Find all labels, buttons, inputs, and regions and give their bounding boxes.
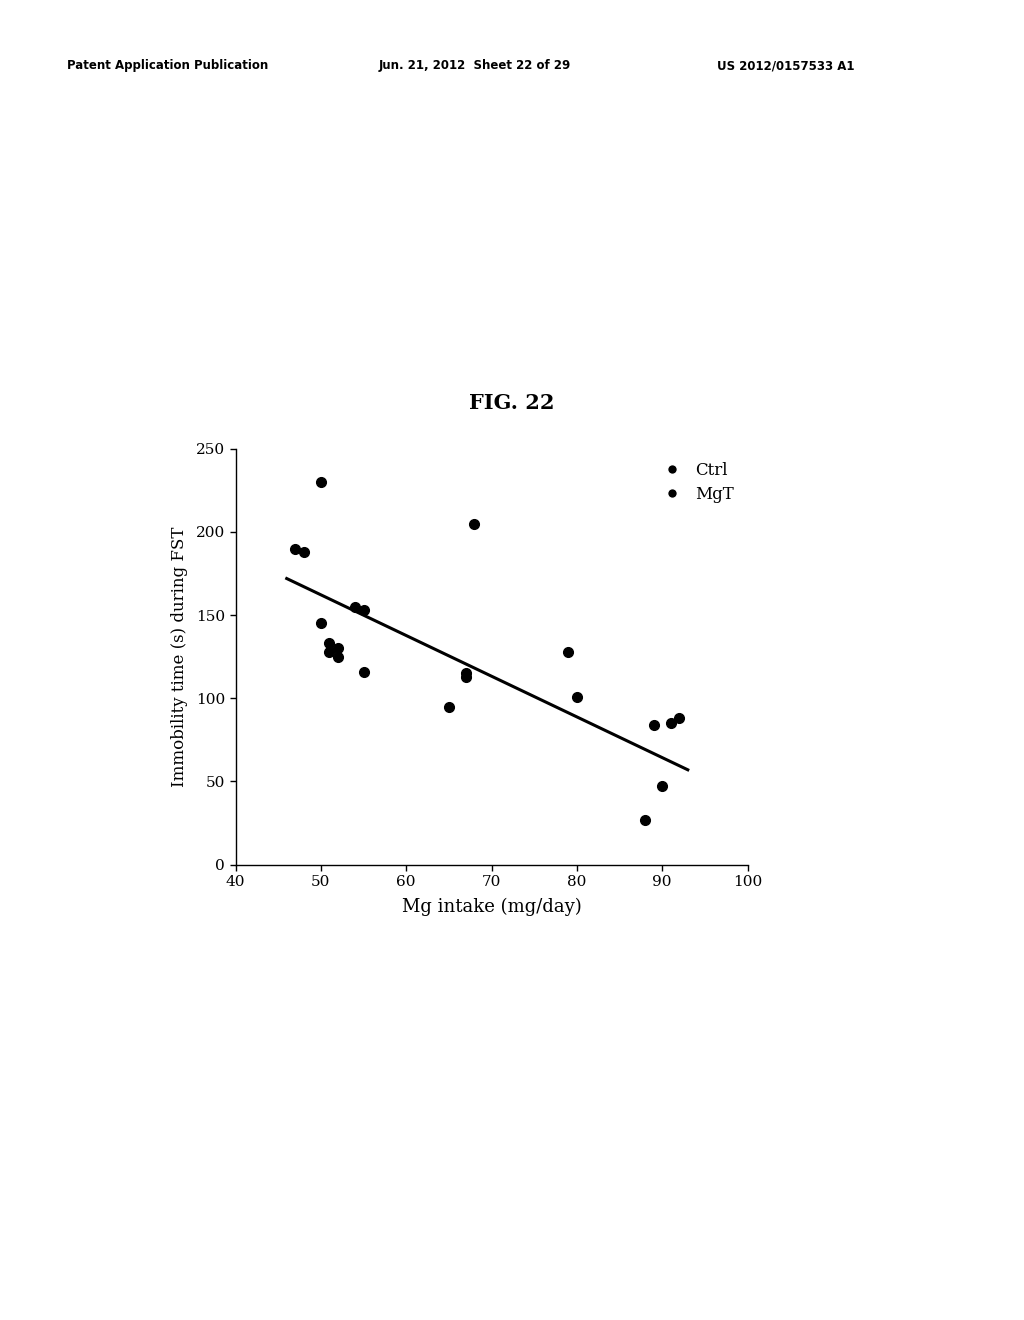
Text: US 2012/0157533 A1: US 2012/0157533 A1 bbox=[717, 59, 854, 73]
Point bbox=[458, 667, 474, 688]
Point bbox=[347, 597, 364, 618]
Point bbox=[568, 686, 585, 708]
Point bbox=[287, 539, 303, 560]
Point bbox=[637, 809, 653, 830]
X-axis label: Mg intake (mg/day): Mg intake (mg/day) bbox=[401, 898, 582, 916]
Point bbox=[330, 647, 346, 668]
Point bbox=[330, 638, 346, 659]
Legend: Ctrl, MgT: Ctrl, MgT bbox=[650, 457, 739, 508]
Point bbox=[322, 632, 338, 653]
Point bbox=[654, 776, 671, 797]
Point bbox=[458, 663, 474, 684]
Point bbox=[312, 612, 329, 634]
Point bbox=[355, 661, 372, 682]
Point bbox=[322, 642, 338, 663]
Point bbox=[312, 471, 329, 492]
Point bbox=[645, 714, 662, 735]
Point bbox=[440, 696, 457, 717]
Point bbox=[663, 713, 679, 734]
Point bbox=[355, 599, 372, 620]
Point bbox=[671, 708, 687, 729]
Point bbox=[466, 513, 482, 535]
Y-axis label: Immobility time (s) during FST: Immobility time (s) during FST bbox=[171, 527, 187, 787]
Text: Patent Application Publication: Patent Application Publication bbox=[67, 59, 268, 73]
Text: FIG. 22: FIG. 22 bbox=[469, 392, 555, 413]
Point bbox=[560, 642, 577, 663]
Text: Jun. 21, 2012  Sheet 22 of 29: Jun. 21, 2012 Sheet 22 of 29 bbox=[379, 59, 571, 73]
Point bbox=[296, 541, 312, 562]
